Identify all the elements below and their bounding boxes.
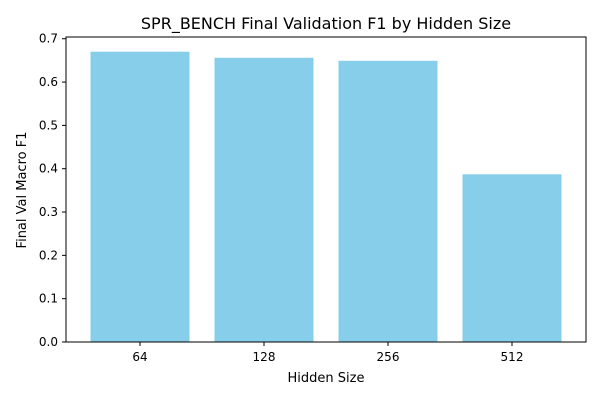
y-tick-label: 0.1 xyxy=(39,292,58,306)
x-tick-label: 512 xyxy=(501,350,524,364)
x-axis-label: Hidden Size xyxy=(288,371,365,386)
bar-256 xyxy=(338,60,438,343)
y-axis-label: Final Val Macro F1 xyxy=(15,132,30,249)
bar-group xyxy=(90,51,562,343)
y-tick-label: 0.6 xyxy=(39,75,58,89)
x-tick-label: 256 xyxy=(377,350,400,364)
y-tick-label: 0.7 xyxy=(39,32,58,46)
y-tick-label: 0.3 xyxy=(39,205,58,219)
y-tick-label: 0.5 xyxy=(39,118,58,132)
x-tick-label: 128 xyxy=(253,350,276,364)
x-axis: 64 128 256 512 xyxy=(132,342,523,364)
bar-64 xyxy=(90,51,190,342)
y-tick-label: 0.2 xyxy=(39,248,58,262)
x-tick-label: 64 xyxy=(132,350,147,364)
y-tick-label: 0.0 xyxy=(39,335,58,349)
y-tick-label: 0.4 xyxy=(39,162,58,176)
bar-128 xyxy=(214,57,314,343)
y-axis: 0.0 0.1 0.2 0.3 0.4 0.5 0.6 0.7 xyxy=(39,32,66,349)
bar-512 xyxy=(462,174,562,342)
chart-title: SPR_BENCH Final Validation F1 by Hidden … xyxy=(141,14,511,34)
plot-frame xyxy=(65,36,587,343)
